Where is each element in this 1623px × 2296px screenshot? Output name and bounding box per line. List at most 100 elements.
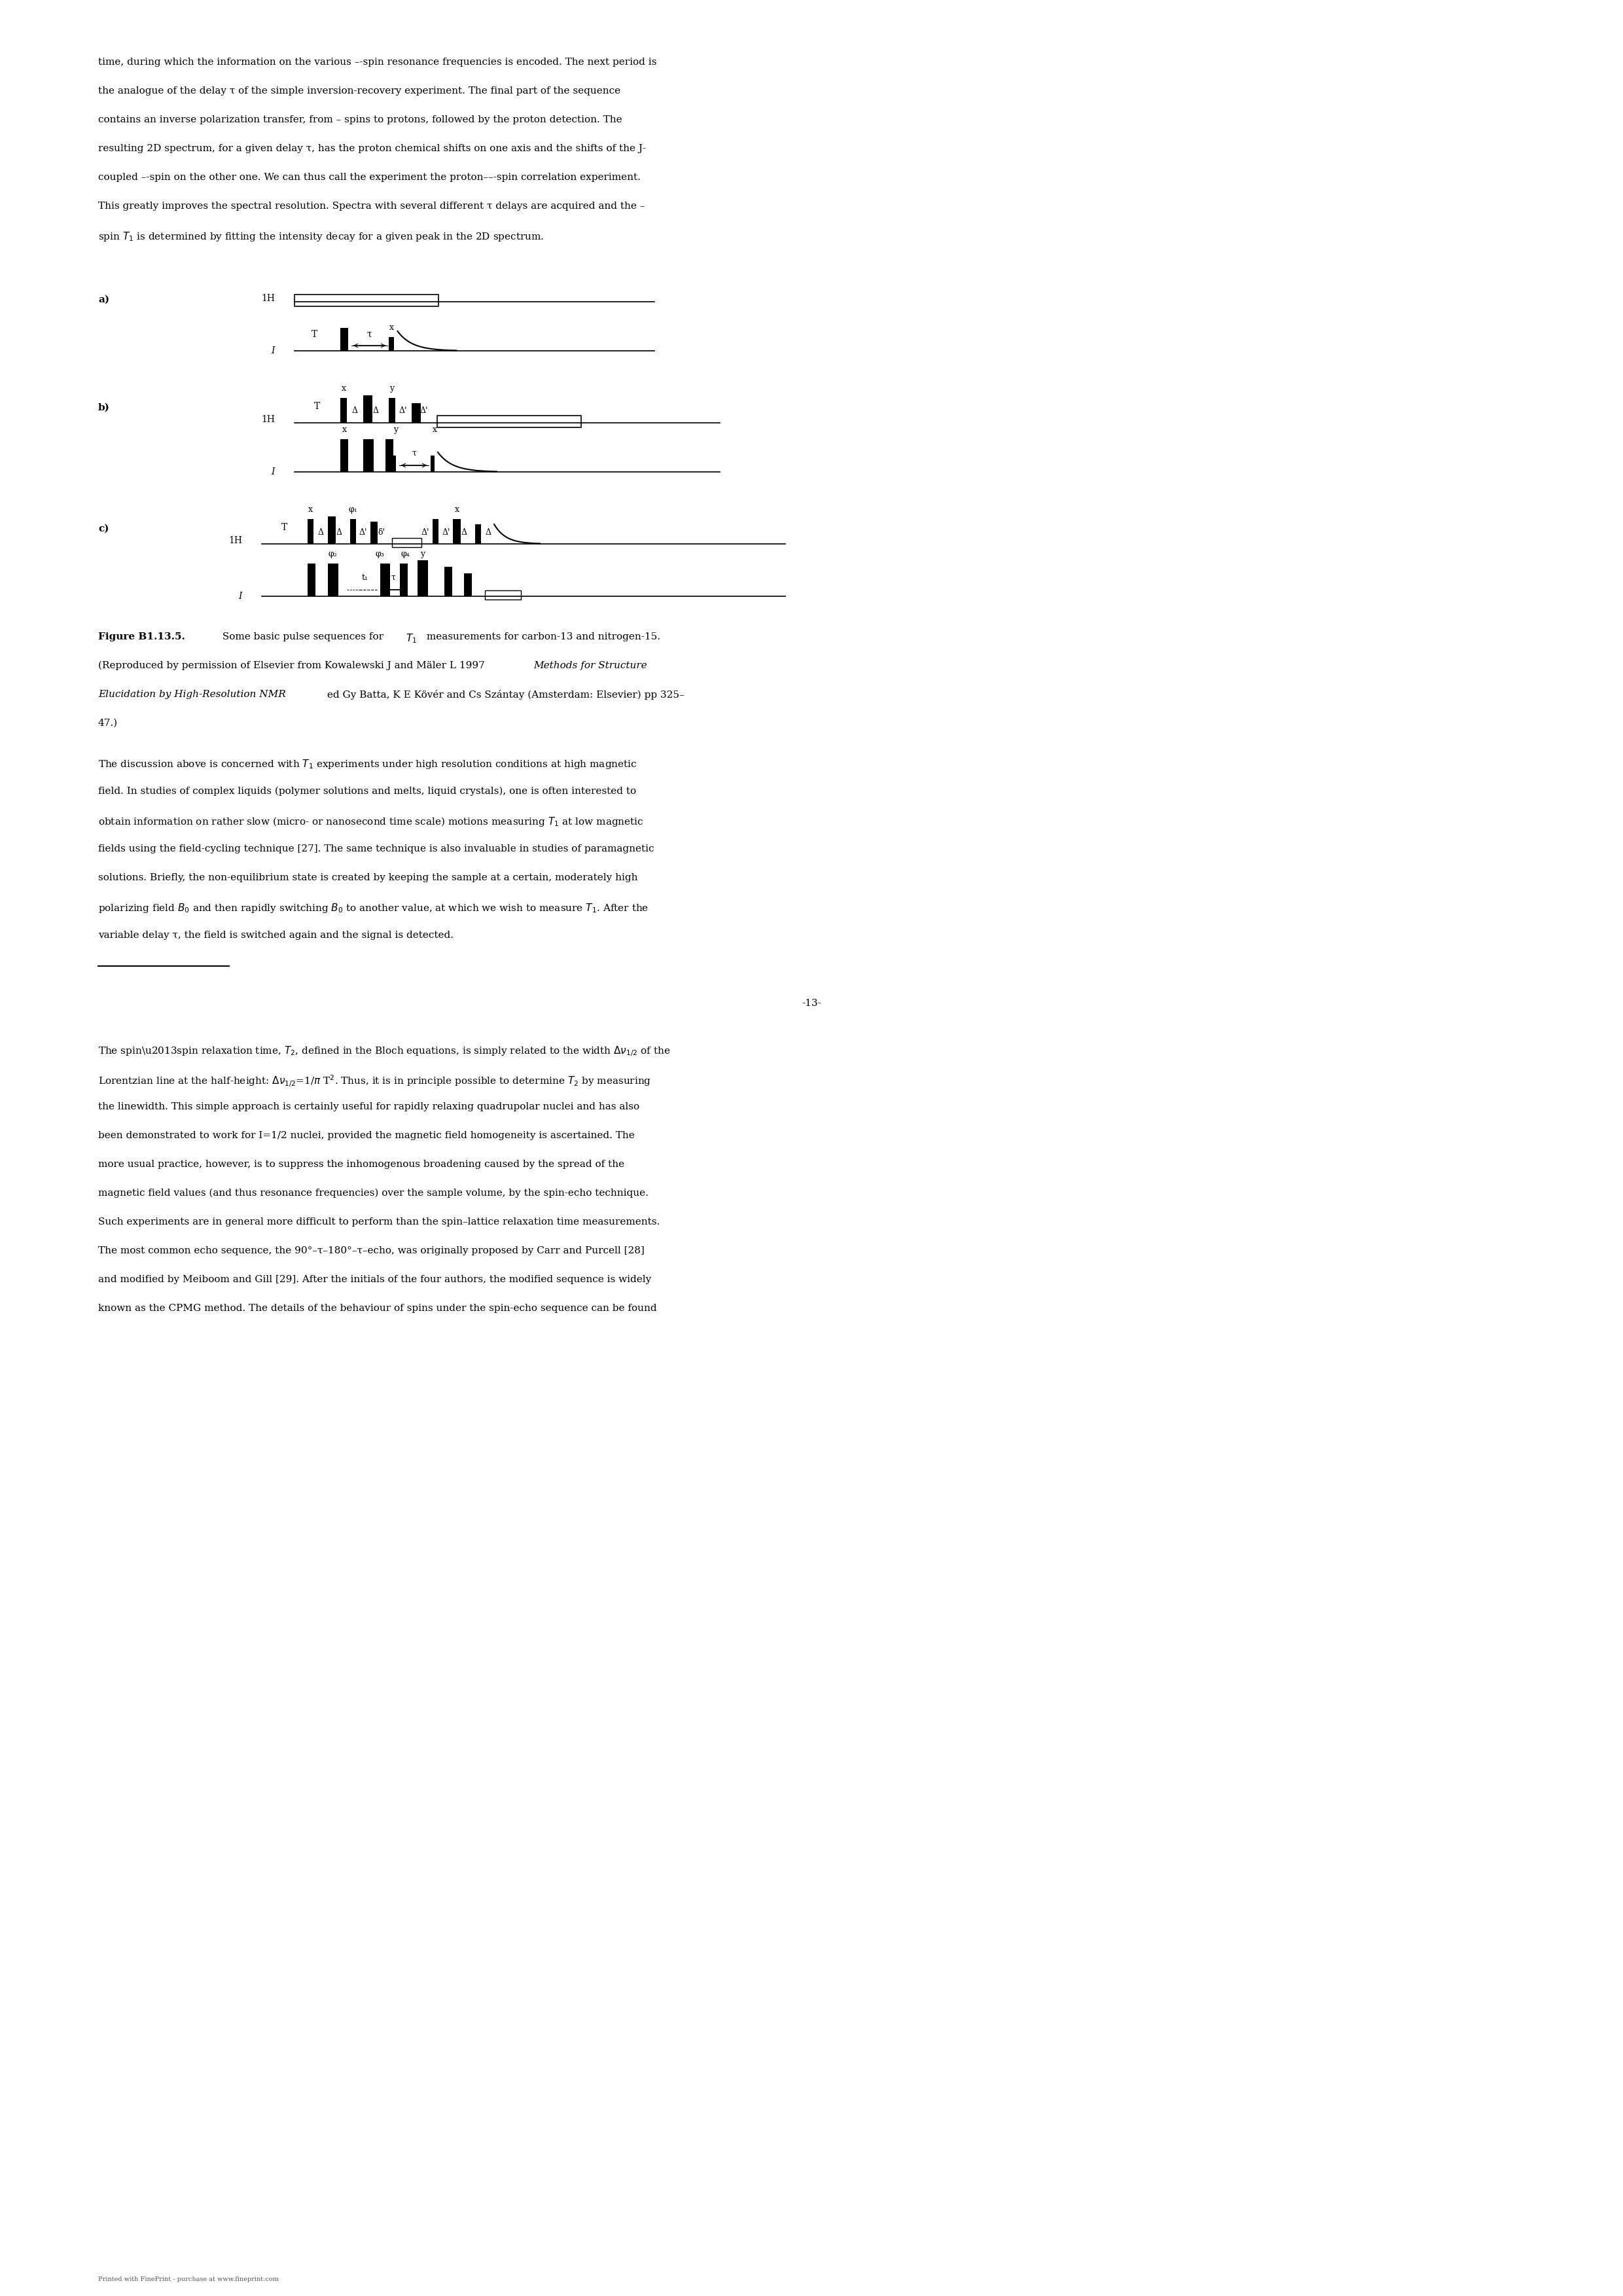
Text: been demonstrated to work for I=1/2 nuclei, provided the magnetic field homogene: been demonstrated to work for I=1/2 nucl… [97, 1132, 635, 1141]
Bar [294, 294, 438, 305]
Text: The discussion above is concerned with $T_1$ experiments under high resolution c: The discussion above is concerned with $… [97, 758, 638, 771]
Text: The spin\u2013spin relaxation time, $T_2$, defined in the Bloch equations, is si: The spin\u2013spin relaxation time, $T_2… [97, 1045, 670, 1058]
Text: Figure B1.13.5.: Figure B1.13.5. [97, 631, 185, 641]
Text: resulting 2D spectrum, for a given delay τ, has the proton chemical shifts on on: resulting 2D spectrum, for a given delay… [97, 145, 646, 154]
Bar [412, 402, 420, 422]
Text: 47.): 47.) [97, 719, 118, 728]
Text: the analogue of the delay τ of the simple inversion-recovery experiment. The fin: the analogue of the delay τ of the simpl… [97, 87, 620, 96]
Text: a): a) [97, 296, 109, 305]
Text: (Reproduced by permission of Elsevier from Kowalewski J and Mäler L 1997: (Reproduced by permission of Elsevier fr… [97, 661, 489, 670]
Text: I: I [239, 592, 242, 602]
Text: This greatly improves the spectral resolution. Spectra with several different τ : This greatly improves the spectral resol… [97, 202, 644, 211]
Text: spin $T_1$ is determined by fitting the intensity decay for a given peak in the : spin $T_1$ is determined by fitting the … [97, 230, 544, 243]
Text: τ: τ [391, 574, 396, 581]
Text: time, during which the information on the various –-spin resonance frequencies i: time, during which the information on th… [97, 57, 657, 67]
Bar [308, 519, 313, 544]
Bar [393, 455, 396, 473]
Text: I: I [271, 468, 274, 478]
Text: Δ: Δ [352, 406, 357, 416]
Text: The most common echo sequence, the 90°–τ–180°–τ–echo, was originally proposed by: The most common echo sequence, the 90°–τ… [97, 1247, 644, 1256]
Text: 1H: 1H [229, 535, 242, 544]
Bar [453, 519, 461, 544]
Text: φ₃: φ₃ [375, 549, 385, 558]
Text: Δ: Δ [485, 528, 492, 537]
Text: x: x [342, 425, 347, 434]
Text: the linewidth. This simple approach is certainly useful for rapidly relaxing qua: the linewidth. This simple approach is c… [97, 1102, 639, 1111]
Text: Lorentzian line at the half-height: $\Delta\nu_{1/2}$=1/$\pi$ T$^2$. Thus, it is: Lorentzian line at the half-height: $\De… [97, 1075, 651, 1088]
Bar [390, 338, 394, 351]
Text: τ: τ [367, 331, 372, 340]
Bar [341, 397, 347, 422]
Text: y: y [390, 383, 394, 393]
Text: Methods for Structure: Methods for Structure [534, 661, 648, 670]
Text: φ₁: φ₁ [349, 505, 357, 514]
Bar [341, 328, 349, 351]
Bar [364, 395, 372, 422]
Bar [417, 560, 428, 597]
Text: T: T [315, 402, 320, 411]
Bar [445, 567, 453, 597]
Bar [385, 439, 393, 473]
Text: Printed with FinePrint - purchase at www.fineprint.com: Printed with FinePrint - purchase at www… [97, 2275, 279, 2282]
Text: Some basic pulse sequences for: Some basic pulse sequences for [219, 631, 386, 641]
Text: known as the CPMG method. The details of the behaviour of spins under the spin-e: known as the CPMG method. The details of… [97, 1304, 657, 1313]
Text: φ₄: φ₄ [401, 549, 409, 558]
Text: x: x [432, 425, 437, 434]
Text: I: I [271, 347, 274, 356]
Bar [437, 416, 581, 427]
Text: T: T [282, 523, 287, 533]
Text: Δ': Δ' [399, 406, 407, 416]
Text: obtain information on rather slow (micro- or nanosecond time scale) motions meas: obtain information on rather slow (micro… [97, 815, 644, 829]
Text: b): b) [97, 404, 110, 413]
Text: solutions. Briefly, the non-equilibrium state is created by keeping the sample a: solutions. Briefly, the non-equilibrium … [97, 872, 638, 882]
Text: x: x [454, 505, 459, 514]
Bar [370, 521, 378, 544]
Text: t₁: t₁ [362, 574, 368, 581]
Bar [328, 517, 336, 544]
Bar [464, 574, 472, 597]
Bar [393, 537, 422, 546]
Text: variable delay τ, the field is switched again and the signal is detected.: variable delay τ, the field is switched … [97, 930, 453, 939]
Text: and modified by Meiboom and Gill [29]. After the initials of the four authors, t: and modified by Meiboom and Gill [29]. A… [97, 1274, 651, 1283]
Text: magnetic field values (and thus resonance frequencies) over the sample volume, b: magnetic field values (and thus resonanc… [97, 1189, 649, 1199]
Text: 1H: 1H [261, 294, 274, 303]
Bar [351, 519, 355, 544]
Bar [485, 590, 521, 599]
Bar [433, 519, 438, 544]
Text: 1H: 1H [261, 416, 274, 425]
Text: Elucidation by High-Resolution NMR: Elucidation by High-Resolution NMR [97, 689, 286, 698]
Bar [380, 563, 390, 597]
Text: φ₂: φ₂ [328, 549, 338, 558]
Bar [308, 563, 315, 597]
Text: Δ': Δ' [420, 528, 428, 537]
Text: Δ': Δ' [441, 528, 450, 537]
Bar [341, 439, 349, 473]
Text: x: x [308, 505, 313, 514]
Text: Δ: Δ [318, 528, 323, 537]
Text: δ': δ' [378, 528, 385, 537]
Text: fields using the field-cycling technique [27]. The same technique is also invalu: fields using the field-cycling technique… [97, 845, 654, 854]
Text: T: T [312, 331, 316, 340]
Bar [399, 563, 407, 597]
Bar [328, 563, 338, 597]
Text: Δ: Δ [461, 528, 467, 537]
Bar [390, 397, 396, 422]
Bar [430, 455, 435, 473]
Text: Δ: Δ [336, 528, 342, 537]
Text: contains an inverse polarization transfer, from – spins to protons, followed by : contains an inverse polarization transfe… [97, 115, 622, 124]
Text: more usual practice, however, is to suppress the inhomogenous broadening caused : more usual practice, however, is to supp… [97, 1159, 625, 1169]
Text: -13-: -13- [802, 999, 821, 1008]
Bar [364, 439, 373, 473]
Text: y: y [420, 549, 425, 558]
Text: $T_1$: $T_1$ [406, 631, 417, 645]
Bar [476, 523, 480, 544]
Text: polarizing field $B_0$ and then rapidly switching $B_0$ to another value, at whi: polarizing field $B_0$ and then rapidly … [97, 902, 649, 914]
Text: τ: τ [412, 450, 415, 457]
Text: field. In studies of complex liquids (polymer solutions and melts, liquid crysta: field. In studies of complex liquids (po… [97, 788, 636, 797]
Text: y: y [394, 425, 398, 434]
Text: x: x [390, 324, 394, 333]
Text: coupled –-spin on the other one. We can thus call the experiment the proton––-sp: coupled –-spin on the other one. We can … [97, 172, 641, 181]
Text: Δ': Δ' [359, 528, 367, 537]
Text: measurements for carbon-13 and nitrogen-15.: measurements for carbon-13 and nitrogen-… [424, 631, 661, 641]
Text: x: x [341, 383, 346, 393]
